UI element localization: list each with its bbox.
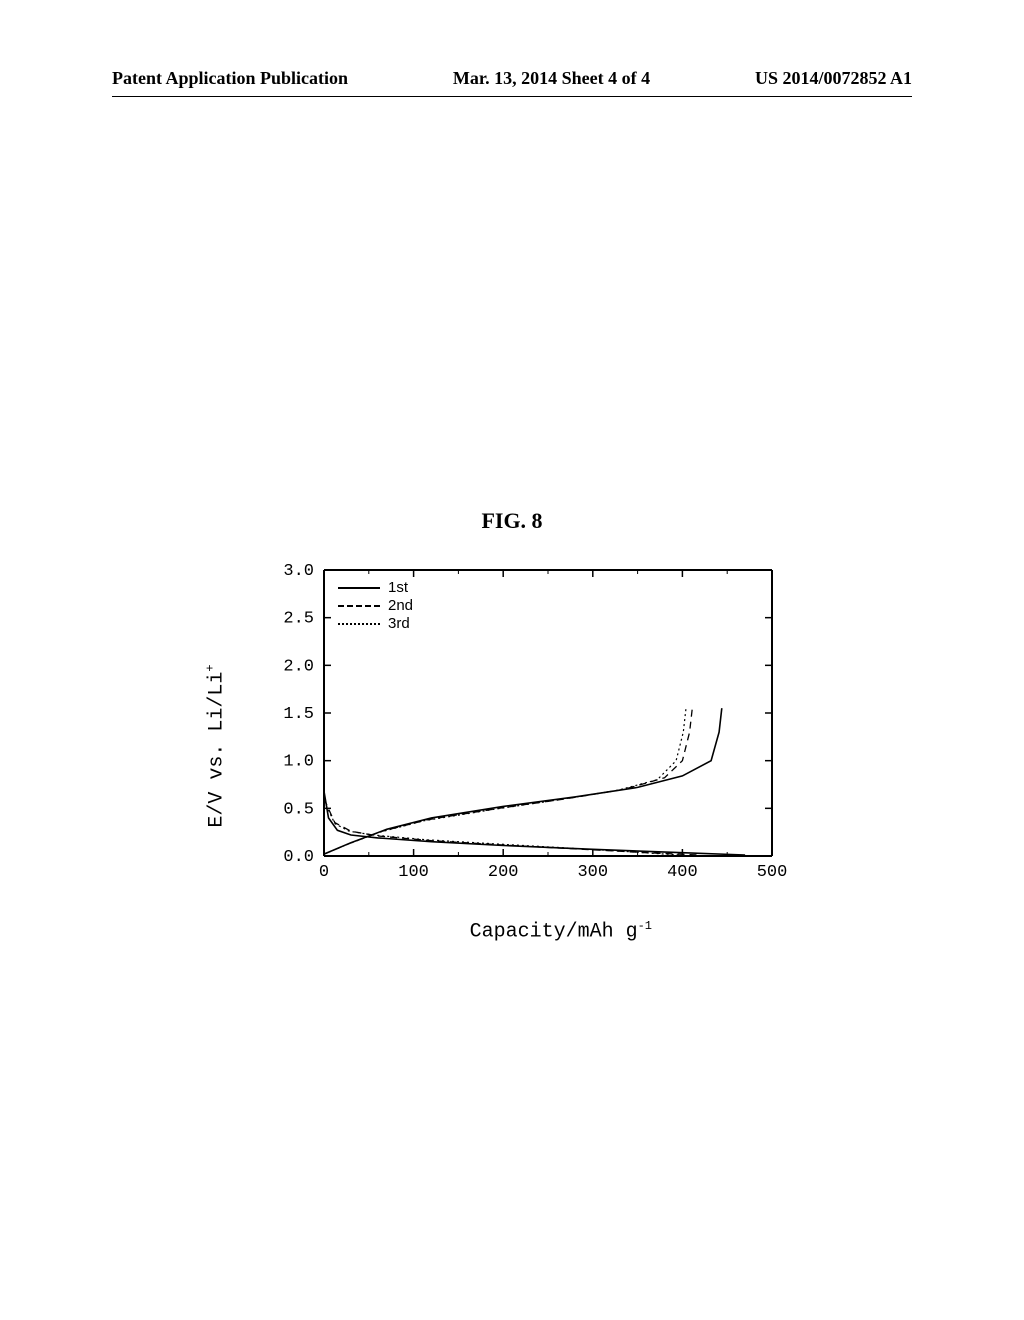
page-header: Patent Application Publication Mar. 13, … xyxy=(0,68,1024,89)
svg-text:0.0: 0.0 xyxy=(283,848,314,867)
legend-item: 3rd xyxy=(338,614,413,632)
svg-text:2.5: 2.5 xyxy=(283,610,314,629)
chart-container: E/V vs. Li/Li+ 01002003004005000.00.51.0… xyxy=(236,556,796,936)
legend-swatch xyxy=(338,598,380,612)
header-left: Patent Application Publication xyxy=(112,68,348,89)
x-axis-label: Capacity/mAh g-1 xyxy=(470,919,652,944)
svg-text:0: 0 xyxy=(319,863,329,882)
svg-text:200: 200 xyxy=(488,863,519,882)
legend-label: 1st xyxy=(388,579,408,596)
legend-swatch xyxy=(338,580,380,594)
chart-legend: 1st2nd3rd xyxy=(338,578,413,632)
header-center: Mar. 13, 2014 Sheet 4 of 4 xyxy=(453,68,650,89)
svg-text:2.0: 2.0 xyxy=(283,657,314,676)
svg-text:0.5: 0.5 xyxy=(283,800,314,819)
legend-label: 2nd xyxy=(388,597,413,614)
figure-caption: FIG. 8 xyxy=(0,508,1024,534)
svg-text:300: 300 xyxy=(577,863,608,882)
chart-svg: 0 100 200 300 400 500 0.0 0.5 1.0 1.5 2.0 2.5 3.0 xyxy=(236,556,796,896)
y-axis-label: E/V vs. Li/Li+ xyxy=(204,664,229,827)
svg-text:400: 400 xyxy=(667,863,698,882)
svg-text:3.0: 3.0 xyxy=(283,562,314,581)
svg-text:100: 100 xyxy=(398,863,429,882)
legend-swatch xyxy=(338,616,380,630)
legend-item: 1st xyxy=(338,578,413,596)
svg-text:500: 500 xyxy=(757,863,788,882)
header-rule xyxy=(112,96,912,97)
legend-label: 3rd xyxy=(388,615,410,632)
header-right: US 2014/0072852 A1 xyxy=(755,68,912,89)
svg-text:1.5: 1.5 xyxy=(283,705,314,724)
legend-item: 2nd xyxy=(338,596,413,614)
svg-text:1.0: 1.0 xyxy=(283,753,314,772)
